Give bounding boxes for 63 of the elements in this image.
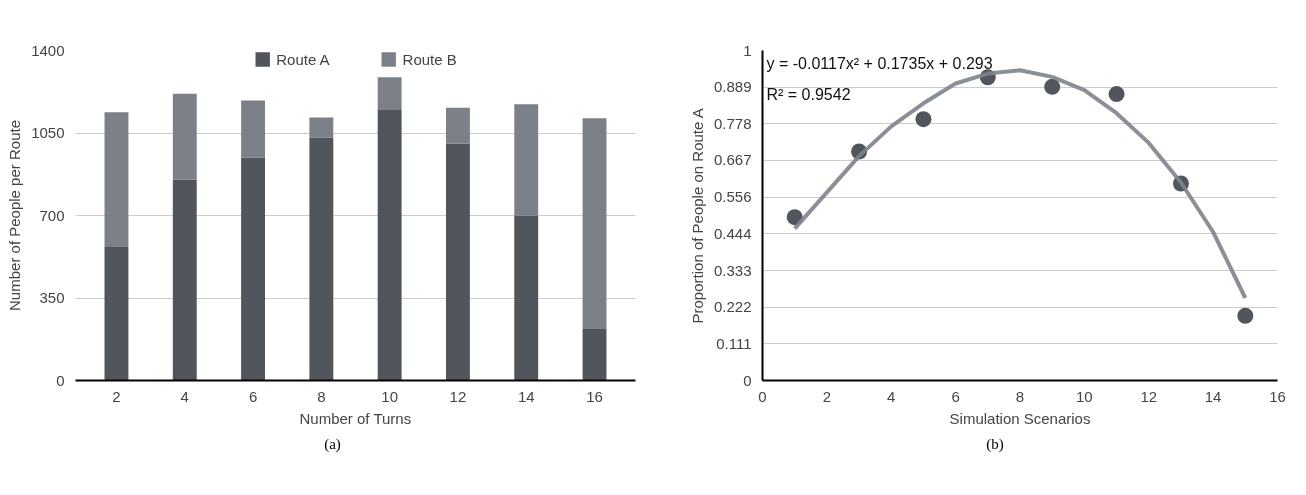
annotation: y = -0.0117x² + 0.1735x + 0.293	[766, 54, 993, 72]
bar	[445, 107, 470, 144]
x-tick-label: 14	[1204, 387, 1222, 405]
y-tick-label: 700	[39, 206, 65, 224]
y-tick-label: 0.111	[716, 334, 752, 352]
text: (a)	[324, 435, 341, 454]
bar	[104, 112, 129, 248]
y-axis-title: Number of People per Route	[6, 120, 24, 311]
y-tick-label: 0.778	[713, 114, 752, 132]
x-tick-label: 10	[381, 387, 398, 405]
y-tick-label: 0	[743, 371, 752, 389]
legend-label: Route A	[276, 50, 330, 68]
x-tick-label: 2	[822, 387, 832, 405]
x-tick-label: 6	[951, 387, 960, 405]
annotation: R² = 0.9542	[766, 86, 851, 104]
point	[786, 209, 803, 226]
x-tick-label: 8	[1015, 387, 1025, 405]
bar	[582, 118, 607, 330]
y-tick-label: 1400	[31, 41, 65, 59]
x-tick-label: 0	[758, 387, 767, 405]
bar	[172, 179, 197, 381]
y-tick-label: 0.889	[713, 78, 752, 96]
bar	[241, 157, 266, 381]
bar	[582, 329, 607, 381]
y-tick-label: 0.222	[713, 298, 752, 316]
legend-label: Route B	[402, 50, 457, 68]
y-tick-label: 0.556	[713, 188, 752, 206]
x-axis-title: Simulation Scenarios	[949, 409, 1091, 427]
y-tick-label: 0.444	[713, 224, 752, 242]
x-tick-label: 10	[1076, 387, 1093, 405]
point	[1237, 307, 1254, 324]
bar	[241, 100, 266, 158]
point	[915, 111, 932, 128]
bar	[377, 77, 402, 110]
x-tick-label: 16	[1269, 387, 1286, 405]
bar	[309, 137, 334, 381]
x-tick-label: 12	[449, 387, 467, 405]
x-tick-label: 16	[586, 387, 603, 405]
bar	[104, 247, 129, 381]
y-tick-label: 0.667	[713, 151, 752, 169]
bar	[514, 215, 539, 381]
bar	[514, 104, 539, 216]
point	[1044, 78, 1061, 95]
x-tick-label: 4	[180, 387, 189, 405]
bar	[445, 143, 470, 381]
y-tick-label: 350	[39, 289, 65, 306]
point	[1108, 86, 1125, 103]
y-axis-title: Proportion of People on Route A	[688, 108, 706, 324]
bar	[172, 93, 197, 180]
x-tick-label: 6	[248, 387, 258, 405]
text: (b)	[986, 435, 1004, 454]
x-axis-title: Number of Turns	[299, 409, 412, 427]
y-tick-label: 0	[56, 371, 65, 389]
y-tick-label: 1050	[31, 124, 65, 141]
bar	[377, 109, 402, 381]
bar	[309, 117, 334, 138]
x-tick-label: 8	[317, 387, 326, 405]
x-tick-label: 2	[112, 387, 121, 405]
x-tick-label: 4	[887, 387, 896, 405]
x-tick-label: 14	[517, 387, 535, 405]
y-tick-label: 0.333	[713, 261, 752, 279]
x-tick-label: 12	[1140, 387, 1158, 405]
y-tick-label: 1	[743, 41, 752, 59]
